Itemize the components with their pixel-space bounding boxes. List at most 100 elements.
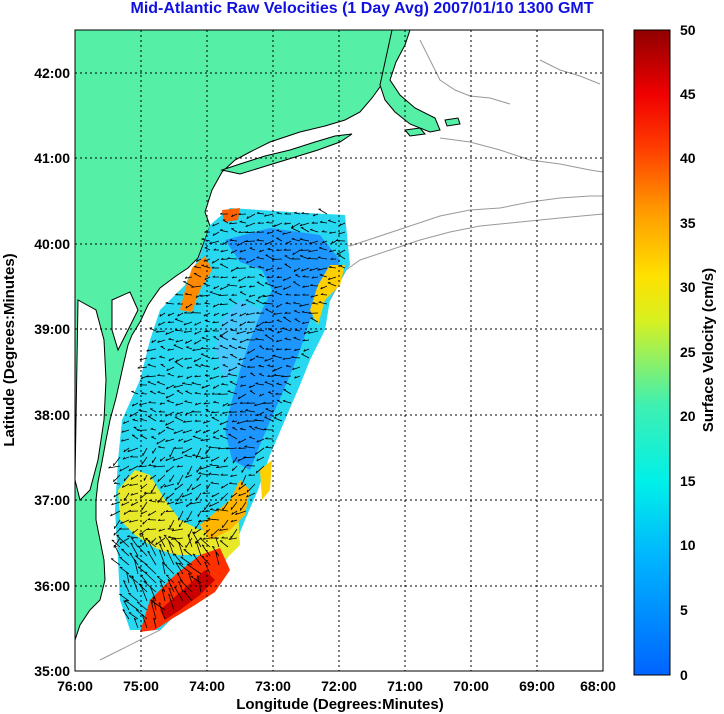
- velocity-arrow: [292, 366, 301, 371]
- velocity-arrow: [210, 528, 220, 537]
- velocity-arrow: [158, 446, 166, 449]
- velocity-arrowhead: [111, 539, 115, 541]
- velocity-arrow: [162, 561, 166, 575]
- velocity-arrow: [134, 559, 139, 575]
- velocity-arrow: [186, 366, 193, 369]
- velocity-arrow: [147, 381, 157, 386]
- velocity-arrow: [178, 510, 184, 521]
- velocity-arrowhead: [219, 334, 222, 337]
- x-tick-label: 73:00: [255, 678, 291, 694]
- velocity-arrowhead: [212, 233, 215, 236]
- velocity-arrowhead: [194, 374, 197, 378]
- velocity-arrowhead: [249, 265, 252, 268]
- velocity-arrow: [219, 303, 229, 306]
- velocity-arrow: [189, 501, 202, 505]
- velocity-arrowhead: [273, 224, 276, 227]
- velocity-arrow: [201, 510, 211, 512]
- velocity-arrowhead: [256, 230, 260, 233]
- velocity-arrow: [230, 249, 238, 254]
- velocity-arrow: [149, 391, 157, 395]
- velocity-arrow: [249, 247, 256, 251]
- velocity-arrow: [238, 357, 247, 361]
- velocity-arrowhead: [213, 313, 216, 317]
- velocity-arrow: [284, 381, 292, 386]
- velocity-arrowhead: [211, 411, 214, 414]
- velocity-arrow: [259, 345, 265, 350]
- velocity-arrowhead: [219, 422, 222, 425]
- velocity-arrow: [219, 229, 229, 233]
- velocity-arrowhead: [128, 520, 132, 523]
- velocity-arrowhead: [258, 265, 261, 268]
- velocity-arrowhead: [240, 375, 243, 379]
- velocity-arrow: [248, 294, 256, 298]
- colorbar-tick-label: 0: [680, 667, 688, 683]
- velocity-arrowhead: [138, 403, 142, 406]
- velocity-arrow: [238, 231, 247, 233]
- velocity-arrow: [245, 231, 256, 234]
- velocity-arrow: [219, 345, 229, 350]
- velocity-arrow: [230, 474, 238, 477]
- velocity-arrowhead: [186, 376, 189, 379]
- velocity-arrowhead: [237, 440, 241, 444]
- velocity-arrow: [184, 455, 193, 458]
- velocity-arrowhead: [175, 403, 178, 406]
- velocity-arrowhead: [128, 468, 131, 472]
- velocity-arrow: [168, 594, 175, 611]
- velocity-arrowhead: [186, 366, 189, 369]
- velocity-arrow: [195, 541, 202, 557]
- velocity-arrow: [284, 222, 292, 225]
- velocity-arrowhead: [158, 535, 162, 538]
- velocity-arrowhead: [241, 303, 244, 307]
- velocity-arrow: [231, 420, 238, 423]
- velocity-arrowhead: [228, 410, 232, 413]
- velocity-arrowhead: [256, 256, 260, 258]
- velocity-arrowhead: [237, 396, 240, 400]
- velocity-arrowhead: [309, 268, 312, 271]
- velocity-arrow: [140, 483, 148, 490]
- velocity-arrowhead: [185, 475, 188, 478]
- velocity-arrow: [245, 240, 256, 242]
- velocity-arrowhead: [221, 496, 223, 500]
- velocity-arrow: [256, 456, 265, 462]
- velocity-arrowhead: [204, 329, 207, 333]
- velocity-arrowhead: [217, 447, 221, 450]
- velocity-arrow: [150, 357, 157, 360]
- velocity-arrowhead: [239, 313, 242, 317]
- velocity-arrowhead: [239, 410, 243, 413]
- velocity-arrow: [156, 330, 166, 333]
- velocity-arrowhead: [308, 331, 311, 334]
- velocity-arrowhead: [183, 330, 187, 333]
- velocity-arrowhead: [197, 575, 200, 578]
- velocity-arrowhead: [211, 260, 214, 264]
- velocity-arrow: [143, 580, 157, 593]
- velocity-arrowhead: [222, 411, 225, 414]
- velocity-arrowhead: [212, 304, 215, 308]
- velocity-arrow: [130, 542, 139, 557]
- velocity-arrowhead: [317, 256, 321, 258]
- velocity-arrow: [310, 285, 319, 287]
- velocity-arrow: [171, 528, 184, 532]
- velocity-arrow: [159, 543, 166, 557]
- velocity-arrow: [158, 536, 166, 548]
- velocity-arrow: [212, 222, 220, 227]
- velocity-arrow: [165, 393, 175, 399]
- velocity-arrow: [222, 364, 229, 368]
- velocity-arrow: [174, 318, 184, 323]
- velocity-arrow: [194, 266, 202, 269]
- velocity-arrow: [267, 328, 274, 332]
- velocity-arrow: [285, 302, 292, 305]
- velocity-arrow: [114, 545, 121, 557]
- velocity-arrow: [201, 337, 211, 341]
- velocity-arrowhead: [254, 403, 257, 406]
- velocity-arrow: [227, 373, 238, 377]
- velocity-arrowhead: [136, 609, 139, 611]
- velocity-arrow: [301, 311, 310, 314]
- velocity-arrowhead: [146, 375, 149, 378]
- velocity-arrowhead: [284, 212, 288, 215]
- velocity-arrow: [284, 338, 292, 341]
- velocity-arrow: [121, 548, 130, 557]
- velocity-arrow: [167, 501, 175, 505]
- velocity-arrow: [123, 600, 130, 611]
- velocity-arrow: [121, 438, 130, 442]
- velocity-arrow: [177, 375, 184, 378]
